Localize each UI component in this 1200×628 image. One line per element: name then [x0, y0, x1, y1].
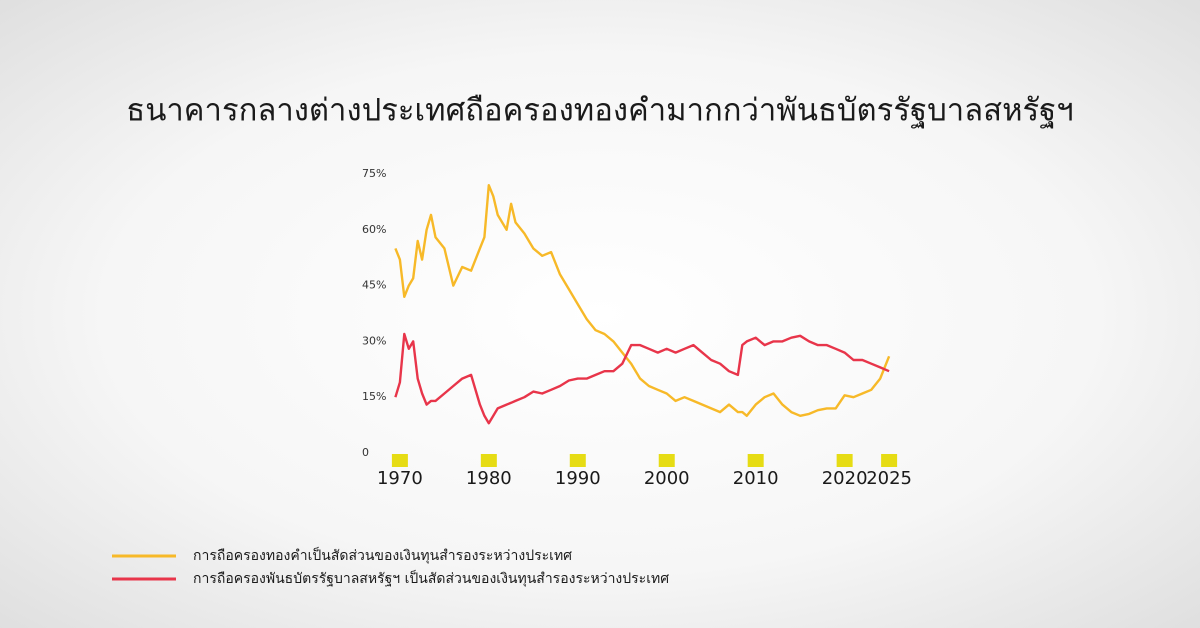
legend-label: การถือครองพันธบัตรรัฐบาลสหรัฐฯ เป็นสัดส่…	[193, 569, 669, 587]
x-tick-label: 1980	[466, 468, 512, 489]
y-tick-label: 75%	[362, 167, 386, 180]
x-tick-label: 2000	[644, 468, 690, 489]
y-tick-label: 60%	[362, 223, 386, 236]
x-tick-marker	[658, 454, 675, 467]
x-tick-label: 1990	[555, 468, 601, 489]
x-tick-label: 2010	[733, 468, 779, 489]
y-tick-label: 0	[362, 446, 369, 459]
x-tick-marker	[747, 454, 764, 467]
x-tick-marker	[480, 454, 497, 467]
y-tick-label: 30%	[362, 334, 386, 347]
x-tick-marker	[391, 454, 408, 467]
x-tick-marker	[836, 454, 853, 467]
x-tick-label: 1970	[377, 468, 423, 489]
y-tick-label: 45%	[362, 279, 386, 292]
series-line	[394, 332, 890, 425]
legend-label: การถือครองทองคำเป็นสัดส่วนของเงินทุนสำรอ…	[193, 546, 572, 564]
x-tick-marker	[881, 454, 898, 467]
x-tick-label: 2025	[866, 468, 912, 489]
chart-title: ธนาคารกลางต่างประเทศถือครองทองคำมากกว่าพ…	[126, 93, 1073, 129]
x-tick-label: 2020	[822, 468, 868, 489]
x-tick-marker	[569, 454, 586, 467]
y-tick-label: 15%	[362, 390, 386, 403]
series-line	[394, 184, 891, 417]
